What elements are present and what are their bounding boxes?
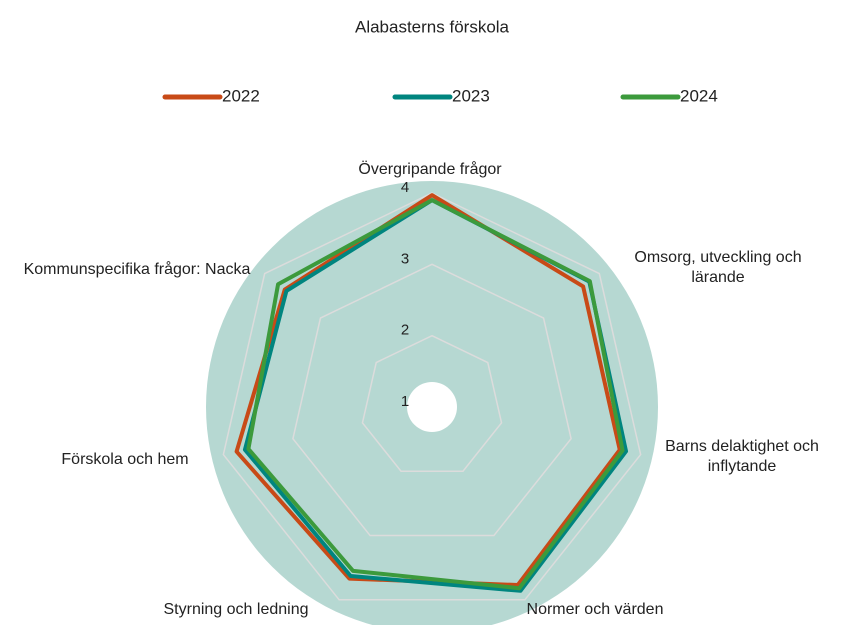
y-tick-label: 3 [401, 250, 409, 267]
legend-label: 2022 [222, 86, 260, 105]
legend-label: 2023 [452, 86, 490, 105]
grid-line [292, 263, 572, 537]
chart-title: Alabasterns förskola [355, 17, 510, 36]
category-label: Kommunspecifika frågor: Nacka [23, 261, 251, 278]
category-label: Omsorg, utveckling och lärande [634, 249, 802, 286]
series-line [246, 198, 625, 591]
legend-label: 2024 [680, 86, 718, 105]
grid-line [361, 334, 503, 473]
category-label: Normer och värden [526, 601, 664, 618]
y-tick-label: 4 [401, 179, 409, 196]
category-label: Övergripande frågor [358, 161, 502, 178]
category-label: Styrning och ledning [163, 601, 309, 618]
plot-hole [407, 382, 457, 432]
grid-line [222, 192, 642, 601]
y-tick-label: 2 [401, 322, 409, 339]
category-label: Förskola och hem [61, 451, 189, 468]
y-tick-label: 1 [401, 393, 409, 410]
category-label: Barns delaktighet och inflytande [665, 438, 819, 475]
